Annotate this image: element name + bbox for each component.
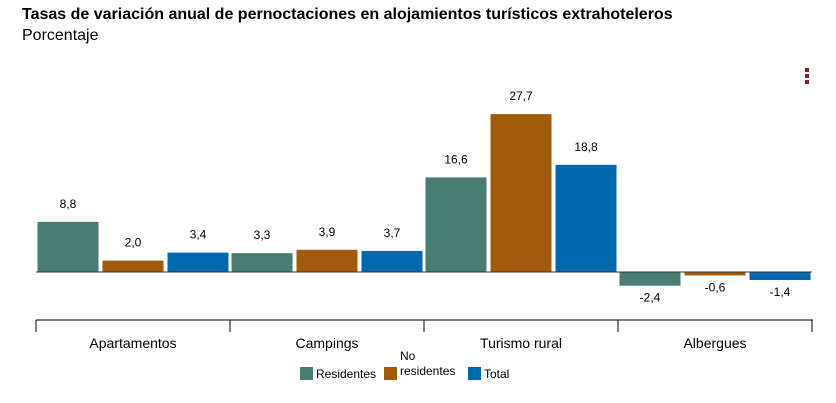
bar-campings-residentes xyxy=(231,253,293,272)
bar-apartamentos-no-residentes xyxy=(102,260,164,272)
bar-campings-no-residentes xyxy=(296,249,358,272)
data-label-albergues-no-residentes: -0,6 xyxy=(705,280,726,294)
legend-label-total: Total xyxy=(484,367,510,381)
data-label-albergues-residentes: -2,4 xyxy=(640,291,661,305)
data-label-campings-no-residentes: 3,9 xyxy=(319,225,336,239)
bar-campings-total xyxy=(361,250,423,272)
chart-title: Tasas de variación anual de pernoctacion… xyxy=(22,6,673,23)
legend-swatch-total xyxy=(468,367,481,380)
data-label-turismo-rural-no-residentes: 27,7 xyxy=(509,89,533,103)
data-label-turismo-rural-total: 18,8 xyxy=(574,140,598,154)
x-tick-label-turismo-rural: Turismo rural xyxy=(480,335,562,351)
legend-swatch-residentes xyxy=(300,367,313,380)
chart-menu-icon[interactable] xyxy=(804,68,810,86)
bar-turismo-rural-no-residentes xyxy=(490,114,552,272)
legend-label-no-residentes-line2: residentes xyxy=(400,364,456,378)
bar-albergues-total xyxy=(749,272,811,280)
data-label-turismo-rural-residentes: 16,6 xyxy=(444,152,468,166)
legend-label-residentes: Residentes xyxy=(316,367,377,381)
data-label-campings-total: 3,7 xyxy=(384,226,401,240)
data-label-campings-residentes: 3,3 xyxy=(254,228,271,242)
legend-swatch-no-residentes xyxy=(384,367,397,380)
x-tick-label-albergues: Albergues xyxy=(683,335,746,351)
bar-albergues-no-residentes xyxy=(684,272,746,276)
data-label-apartamentos-no-residentes: 2,0 xyxy=(125,236,142,250)
bar-albergues-residentes xyxy=(619,272,681,286)
bar-apartamentos-total xyxy=(167,252,229,272)
data-label-albergues-total: -1,4 xyxy=(770,285,791,299)
legend-label-no-residentes: No residentes xyxy=(400,349,455,379)
data-label-apartamentos-total: 3,4 xyxy=(190,228,207,242)
x-tick-label-campings: Campings xyxy=(295,335,358,351)
x-tick-label-apartamentos: Apartamentos xyxy=(89,335,176,351)
bar-turismo-rural-residentes xyxy=(425,177,487,272)
legend-label-no-residentes-line1: No xyxy=(400,349,416,363)
chart-subtitle: Porcentaje xyxy=(22,27,99,44)
data-label-apartamentos-residentes: 8,8 xyxy=(60,197,77,211)
bar-apartamentos-residentes xyxy=(37,221,99,272)
bar-turismo-rural-total xyxy=(555,164,617,272)
